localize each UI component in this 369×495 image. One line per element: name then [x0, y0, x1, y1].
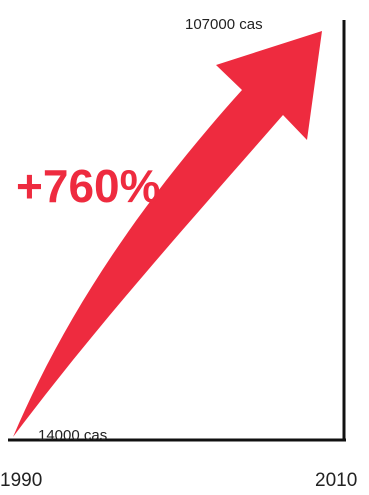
- end-value-label: 107000 cas: [185, 16, 263, 33]
- start-value-label: 14000 cas: [38, 427, 107, 444]
- growth-arrow: [13, 31, 322, 437]
- growth-percentage-label: +760%: [16, 160, 161, 212]
- x-tick-label-2010: 2010: [315, 470, 357, 491]
- x-tick-label-1990: 1990: [0, 470, 42, 491]
